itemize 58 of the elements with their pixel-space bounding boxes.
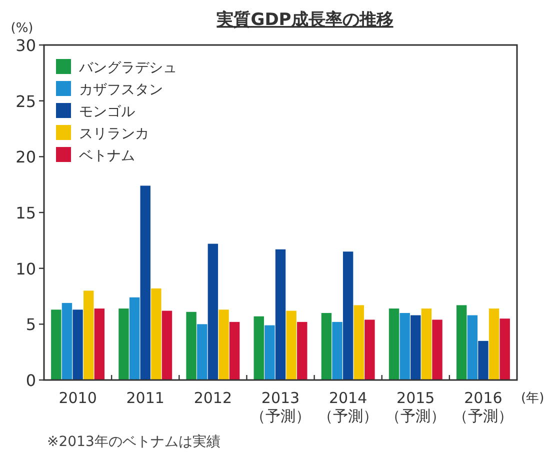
bar: [62, 302, 72, 380]
bar: [94, 308, 105, 380]
x-tick-label: 2014 （予測）: [318, 389, 378, 425]
bar: [162, 310, 172, 380]
y-tick-label: 0: [26, 371, 36, 390]
y-tick-label: 25: [16, 92, 36, 111]
y-tick-label: 10: [16, 259, 36, 278]
legend-label: カザフスタン: [79, 82, 163, 98]
bar: [400, 313, 410, 380]
legend-label: スリランカ: [79, 126, 149, 142]
x-tick-label: 2010: [58, 389, 97, 407]
bar: [467, 315, 478, 380]
x-tick-label: 2015 （予測）: [386, 389, 446, 425]
x-tick-label: 2013 （予測）: [250, 389, 310, 425]
text: ※2013年のベトナムは実績: [47, 434, 220, 450]
chart-title: 実質GDP成長率の推移: [216, 10, 394, 30]
bar: [388, 308, 400, 380]
bar: [275, 249, 286, 380]
bar: [488, 308, 500, 380]
bar: [321, 313, 332, 380]
bar: [342, 252, 354, 380]
bar: [478, 340, 488, 380]
x-tick-label: 2016 （予測）: [453, 389, 514, 425]
y-tick-label: 30: [16, 36, 36, 55]
y-tick-label: 5: [26, 315, 36, 334]
bar: [186, 312, 196, 380]
bar: [254, 316, 264, 380]
bar: [83, 290, 94, 380]
y-axis-title: (%): [10, 21, 34, 36]
bar: [332, 322, 342, 380]
y-tick-label: 20: [16, 148, 36, 167]
bar: [286, 310, 296, 380]
x-tick-label: 2012: [194, 389, 232, 407]
bar: [129, 297, 140, 380]
bar: [229, 322, 240, 380]
bar: [500, 318, 510, 380]
bar: [364, 320, 375, 380]
bar: [140, 186, 150, 380]
bar: [72, 310, 83, 380]
bar: [421, 308, 432, 380]
x-tick-label: 2011: [126, 389, 164, 407]
bar: [197, 324, 208, 380]
bar: [151, 288, 162, 380]
legend-label: ベトナム: [79, 148, 135, 164]
bar: [264, 325, 275, 380]
bar: [456, 305, 467, 380]
legend-label: バングラデシュ: [78, 60, 177, 76]
bar: [208, 244, 218, 380]
bar: [51, 310, 62, 380]
bar: [118, 308, 129, 380]
y-tick-label: 15: [16, 204, 36, 222]
bar: [432, 320, 442, 380]
bar: [297, 322, 308, 380]
legend-label: モンゴル: [79, 104, 135, 120]
x-axis-title: (年): [521, 391, 544, 406]
bar: [410, 315, 421, 380]
bar: [354, 305, 364, 380]
bar: [218, 310, 229, 380]
